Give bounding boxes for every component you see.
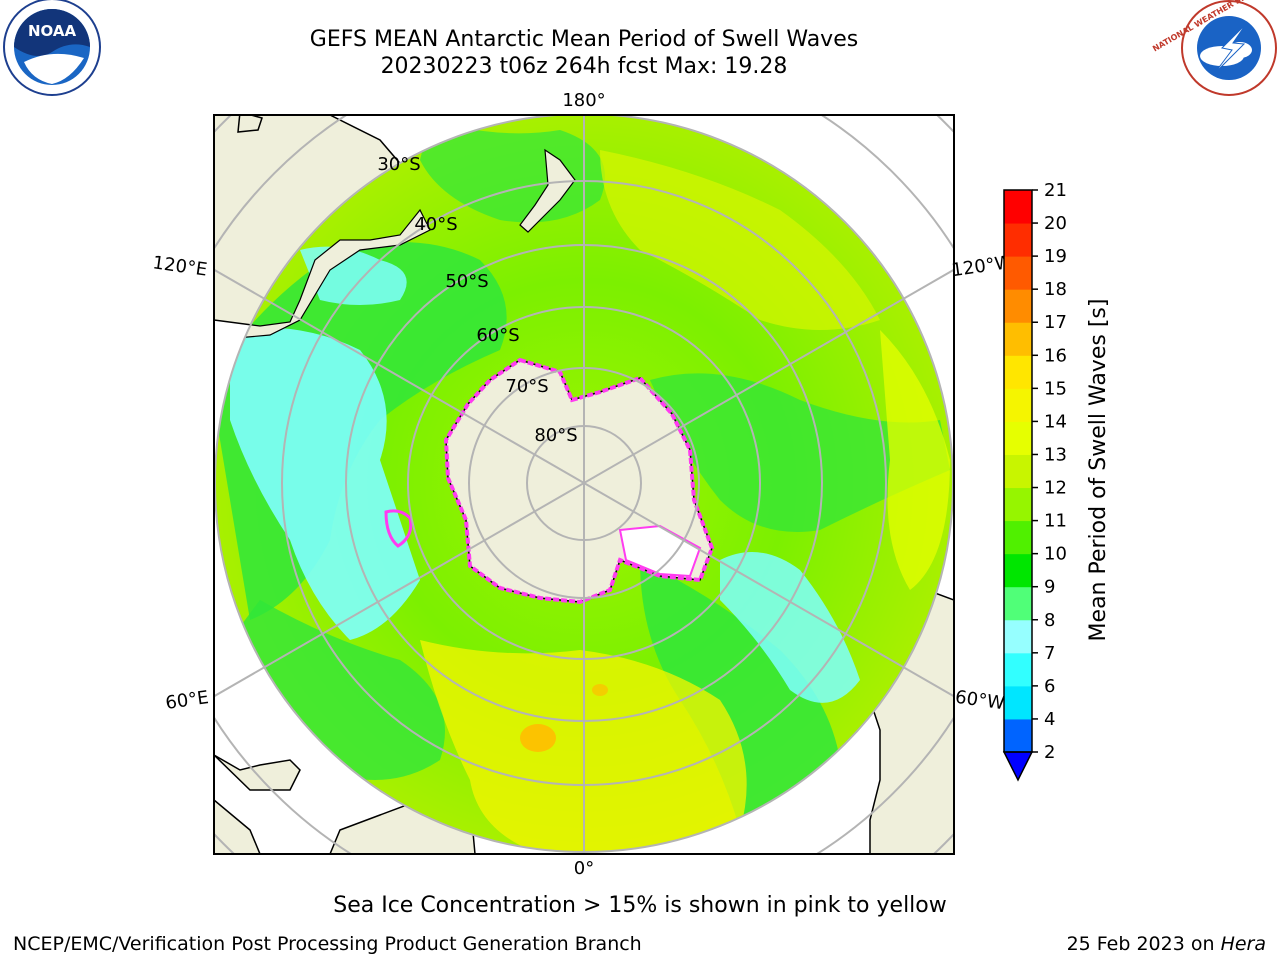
colorbar-tick-label: 15 (1044, 378, 1067, 399)
map-subtitle: 20230223 t06z 264h fcst Max: 19.28 (380, 54, 788, 79)
lat-label-70s: 70°S (505, 376, 548, 397)
colorbar-tick-label: 18 (1044, 279, 1067, 300)
lon-label-60w: 60°W (954, 687, 1006, 715)
colorbar-segment (1004, 487, 1032, 522)
footer-branch: NCEP/EMC/Verification Post Processing Pr… (13, 933, 642, 955)
colorbar-segment (1004, 322, 1032, 356)
lat-label-30s: 30°S (377, 154, 420, 175)
lon-label-0: 0° (574, 858, 594, 879)
sea-ice-note: Sea Ice Concentration > 15% is shown in … (333, 893, 947, 918)
colorbar-tick-label: 12 (1044, 478, 1067, 499)
colorbar-tick-label: 8 (1044, 610, 1055, 631)
colorbar-segment (1004, 190, 1032, 224)
colorbar-tick-label: 4 (1044, 709, 1055, 730)
colorbar-segment (1004, 520, 1032, 555)
colorbar-tick-label: 9 (1044, 577, 1055, 598)
colorbar: 2 4 6 7 8 9 10 11 12 13 14 15 16 17 18 19 20 21 (1002, 180, 1067, 782)
colorbar-segment (1004, 421, 1032, 455)
colorbar-tick-label: 7 (1044, 643, 1055, 664)
colorbar-border (1003, 189, 1033, 753)
colorbar-segment (1004, 355, 1032, 389)
colorbar-segment (1004, 685, 1032, 720)
lat-label-60s: 60°S (476, 325, 519, 346)
sea-ice-edge (443, 357, 715, 605)
colorbar-segment (1004, 223, 1032, 257)
colorbar-segment (1004, 586, 1032, 621)
footer-host: Hera (1221, 933, 1266, 955)
noaa-logo: NOAA (3, 0, 101, 96)
colorbar-segment (1004, 652, 1032, 687)
latitude-labels: 30°S 40°S 50°S 60°S 70°S 80°S (377, 154, 577, 446)
colorbar-segment (1004, 256, 1032, 290)
colorbar-tick-label: 20 (1044, 213, 1067, 234)
map-title: GEFS MEAN Antarctic Mean Period of Swell… (309, 27, 859, 52)
footer-date: 25 Feb 2023 on Hera (1067, 933, 1266, 955)
colorbar-tick-label: 6 (1044, 676, 1055, 697)
lon-label-120e: 120°E (151, 252, 208, 280)
colorbar-tick-label: 17 (1044, 312, 1067, 333)
colorbar-tick-label: 10 (1044, 544, 1067, 565)
colorbar-tick-label: 11 (1044, 511, 1067, 532)
colorbar-tick-label: 16 (1044, 345, 1067, 366)
colorbar-segment (1004, 388, 1032, 422)
colorbar-under-triangle (1002, 751, 1034, 782)
colorbar-tick-label: 13 (1044, 444, 1067, 465)
lat-label-40s: 40°S (414, 214, 457, 235)
colorbar-segment (1004, 718, 1032, 753)
lon-label-60e: 60°E (164, 687, 210, 714)
colorbar-tick-label: 14 (1044, 411, 1067, 432)
nws-logo: NATIONAL WEATHER SERVICE (1151, 0, 1277, 96)
new-zealand-land (519, 148, 576, 233)
colorbar-tick-label: 19 (1044, 246, 1067, 267)
colorbar-segment (1004, 619, 1032, 654)
lat-label-80s: 80°S (534, 425, 577, 446)
footer-date-text: 25 Feb 2023 on (1067, 933, 1221, 955)
colorbar-segment (1004, 454, 1032, 489)
colorbar-tick-label: 21 (1044, 180, 1067, 201)
lon-label-180: 180° (562, 90, 605, 111)
colorbar-tick-label: 2 (1044, 742, 1055, 763)
noaa-logo-text: NOAA (28, 22, 77, 40)
colorbar-segment (1004, 553, 1032, 588)
lat-label-50s: 50°S (445, 271, 488, 292)
map-frame (213, 114, 955, 855)
colorbar-title: Mean Period of Swell Waves [s] (1086, 299, 1111, 642)
colorbar-segment (1004, 289, 1032, 323)
